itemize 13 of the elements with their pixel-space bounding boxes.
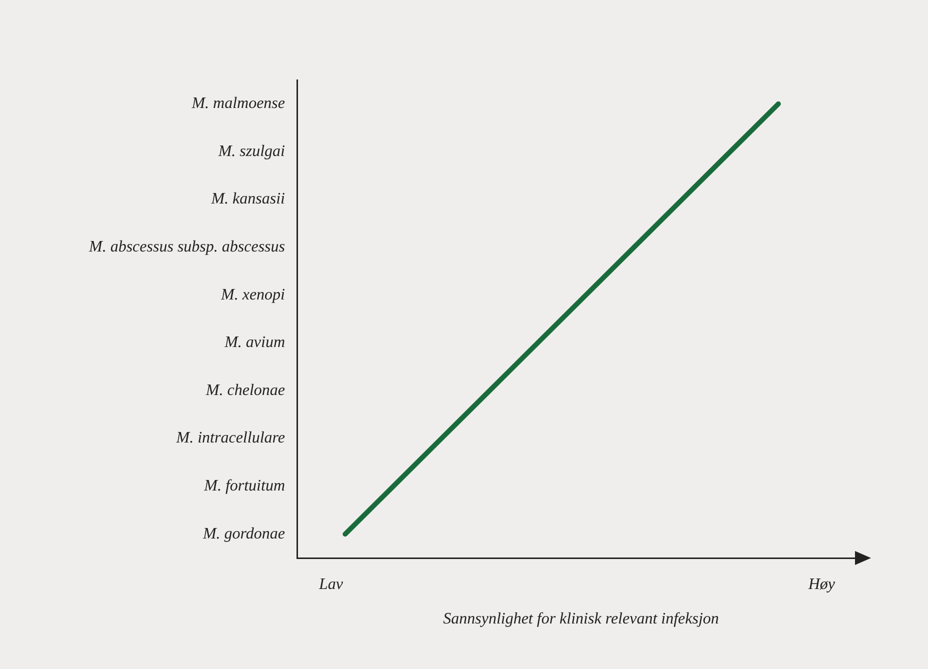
y-tick-label: M. malmoense	[190, 95, 285, 112]
x-axis-title: Sannsynlighet for klinisk relevant infeksjon	[443, 610, 719, 628]
y-tick-label: M. abscessus subsp. abscessus	[88, 238, 285, 256]
y-tick-label: M. szulgai	[217, 142, 285, 160]
y-tick-label: M. xenopi	[220, 286, 285, 304]
y-tick-label: M. intracellulare	[175, 430, 285, 447]
y-tick-label: M. fortuitum	[203, 478, 285, 495]
y-tick-label: M. gordonae	[202, 525, 285, 542]
text: Høy	[807, 576, 836, 594]
y-tick-label: M. avium	[224, 334, 285, 352]
text: Lav	[318, 576, 344, 594]
y-tick-label: M. kansasii	[210, 190, 285, 208]
y-tick-label: M. chelonae	[204, 382, 285, 399]
